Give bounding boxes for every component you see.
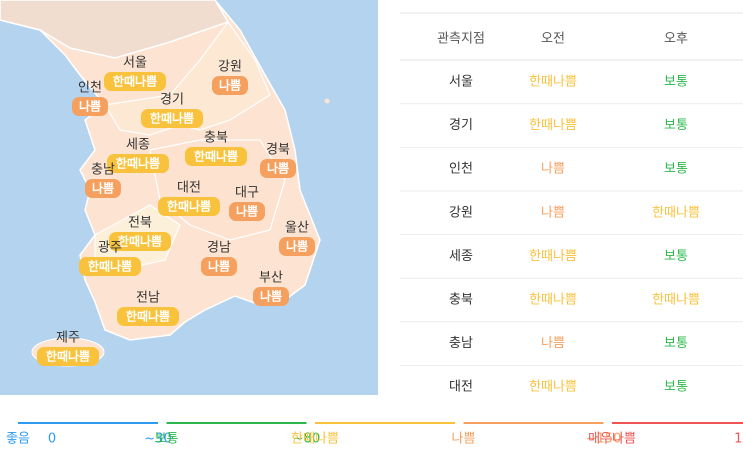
table-header: 오후 bbox=[664, 32, 688, 47]
region-name: 부산 bbox=[259, 271, 283, 286]
status-badge bbox=[260, 159, 296, 178]
status-label: 나쁨 bbox=[236, 204, 258, 219]
legend-from: 0 bbox=[48, 432, 56, 447]
region-name: 충남 bbox=[91, 163, 115, 178]
status-badge bbox=[158, 197, 220, 216]
region-name: 경남 bbox=[207, 241, 231, 256]
status-badge bbox=[79, 257, 141, 276]
legend-name: 좋음 bbox=[6, 432, 30, 447]
status-cell: 보통 bbox=[664, 162, 688, 177]
status-label: 한때나쁨 bbox=[118, 234, 162, 249]
region-name: 인천 bbox=[78, 81, 102, 96]
status-cell: 한때나쁨 bbox=[652, 293, 700, 308]
north-land bbox=[0, 0, 230, 59]
status-label: 한때나쁨 bbox=[113, 74, 157, 89]
station-cell: 강원 bbox=[449, 205, 473, 220]
status-cell: 보통 bbox=[664, 249, 688, 264]
status-cell: 나쁨 bbox=[541, 205, 565, 220]
status-label: 나쁨 bbox=[79, 99, 101, 114]
status-badge bbox=[141, 109, 203, 128]
status-badge bbox=[117, 307, 179, 326]
legend-name: 매우나쁨 bbox=[588, 432, 636, 447]
region-shape bbox=[104, 20, 271, 136]
table-header: 오전 bbox=[541, 32, 565, 47]
status-label: 한때나쁨 bbox=[194, 149, 238, 164]
status-cell: 나쁨 bbox=[541, 336, 565, 351]
legend-to: ~150 bbox=[586, 432, 622, 447]
legend-name: 나쁨 bbox=[452, 432, 476, 447]
legend-to: ~80 bbox=[293, 432, 320, 447]
status-badge bbox=[85, 179, 121, 198]
status-label: 한때나쁨 bbox=[126, 309, 170, 324]
region-name: 전북 bbox=[128, 216, 152, 231]
table-header: 관측지점 bbox=[437, 32, 485, 47]
status-cell: 보통 bbox=[664, 118, 688, 133]
status-badge bbox=[104, 72, 166, 91]
station-cell: 경기 bbox=[449, 118, 473, 133]
status-badge bbox=[109, 232, 171, 251]
status-badge bbox=[212, 76, 248, 95]
region-name: 경기 bbox=[160, 93, 184, 108]
map: 서울한때나쁨인천나쁨강원나쁨경기한때나쁨충북한때나쁨세종한때나쁨경북나쁨충남나쁨… bbox=[0, 0, 378, 395]
station-cell: 대전 bbox=[449, 380, 473, 395]
status-cell: 나쁨 bbox=[541, 162, 565, 177]
status-badge bbox=[72, 97, 108, 116]
status-label: 나쁨 bbox=[286, 239, 308, 254]
status-badge bbox=[185, 147, 247, 166]
status-cell: 보통 bbox=[664, 75, 688, 90]
station-cell: 세종 bbox=[449, 249, 473, 264]
legend-name: 한때나쁨 bbox=[291, 432, 339, 447]
status-cell: 한때나쁨 bbox=[529, 293, 577, 308]
region-name: 울산 bbox=[285, 221, 309, 236]
status-label: 나쁨 bbox=[260, 289, 282, 304]
station-cell: 충남 bbox=[449, 336, 473, 351]
legend-name: 보통 bbox=[155, 432, 179, 447]
status-label: 한때나쁨 bbox=[88, 259, 132, 274]
status-cell: 보통 bbox=[664, 380, 688, 395]
station-cell: 인천 bbox=[449, 162, 473, 177]
legend-to: 151~ bbox=[734, 432, 743, 447]
status-badge bbox=[107, 154, 169, 173]
status-label: 나쁨 bbox=[219, 78, 241, 93]
status-badge bbox=[201, 257, 237, 276]
status-badge bbox=[279, 237, 315, 256]
status-cell: 한때나쁨 bbox=[529, 75, 577, 90]
status-badge bbox=[253, 287, 289, 306]
island bbox=[324, 98, 330, 104]
status-cell: 한때나쁨 bbox=[529, 380, 577, 395]
status-cell: 한때나쁨 bbox=[529, 249, 577, 264]
status-label: 나쁨 bbox=[267, 161, 289, 176]
status-label: 나쁨 bbox=[92, 181, 114, 196]
status-cell: 한때나쁨 bbox=[652, 205, 700, 220]
status-label: 한때나쁨 bbox=[116, 156, 160, 171]
region-name: 충북 bbox=[204, 131, 228, 146]
status-cell: 보통 bbox=[664, 336, 688, 351]
region-name: 대전 bbox=[177, 181, 201, 196]
region-name: 전남 bbox=[136, 291, 160, 306]
region-name: 광주 bbox=[98, 241, 122, 256]
region-name: 세종 bbox=[126, 138, 150, 153]
region-name: 제주 bbox=[56, 331, 80, 346]
status-cell: 한때나쁨 bbox=[529, 118, 577, 133]
region-name: 대구 bbox=[235, 186, 259, 201]
status-badge bbox=[229, 202, 265, 221]
status-label: 한때나쁨 bbox=[46, 349, 90, 364]
region-name: 강원 bbox=[218, 60, 242, 75]
status-label: 한때나쁨 bbox=[150, 111, 194, 126]
status-label: 한때나쁨 bbox=[167, 199, 211, 214]
status-label: 나쁨 bbox=[208, 259, 230, 274]
station-cell: 서울 bbox=[449, 75, 473, 90]
legend-to: ~30 bbox=[144, 432, 171, 447]
region-name: 서울 bbox=[123, 56, 147, 71]
region-name: 경북 bbox=[266, 143, 290, 158]
table-panel: 관측지점 오전 오후 서울 한때나쁨 보통 경기 한때나쁨 보통 인천 나쁨 보통 강원 나쁨 한때나쁨 세종… bbox=[378, 0, 743, 395]
status-badge bbox=[37, 347, 99, 366]
station-cell: 충북 bbox=[449, 293, 473, 308]
